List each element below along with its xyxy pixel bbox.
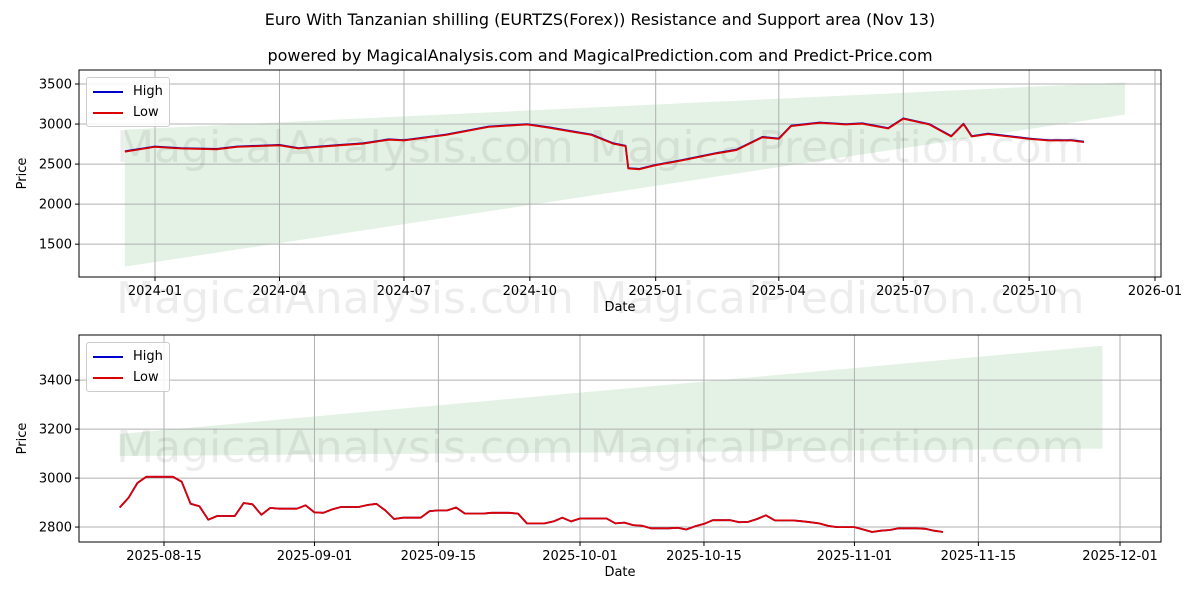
x-tick-label: 2025-07 xyxy=(876,284,930,299)
legend-line-icon-low xyxy=(93,376,123,379)
x-tick-label: 2025-09-01 xyxy=(277,549,353,564)
y-tick-label: 2000 xyxy=(39,198,72,213)
x-tick-label: 2025-11-15 xyxy=(941,549,1017,564)
legend-line-icon-high xyxy=(93,90,123,93)
chart-panel-bottom: 2800 3000 3200 3400 2025-08-15 2025-09-01 2025… xyxy=(15,334,1162,580)
chart-title: Euro With Tanzanian shilling (EURTZS(For… xyxy=(264,10,936,29)
x-tick-label: 2025-10-01 xyxy=(542,549,618,564)
x-tick-label: 2024-04 xyxy=(252,284,306,299)
series-line-low xyxy=(119,475,944,533)
x-tick-label: 2025-10 xyxy=(1002,284,1056,299)
legend-item-high: High xyxy=(93,81,163,102)
axes-frame xyxy=(78,69,1162,278)
watermark-text: MagicalPrediction.com xyxy=(590,422,1085,473)
x-tick-label: 2025-11-01 xyxy=(817,549,893,564)
legend-label-high: High xyxy=(133,84,163,99)
legend-line-icon-high xyxy=(93,355,123,358)
x-tick-label: 2025-09-15 xyxy=(401,549,477,564)
x-tick-label: 2025-12-01 xyxy=(1082,549,1158,564)
y-tick-label: 2800 xyxy=(39,521,72,536)
legend-label-high: High xyxy=(133,349,163,364)
x-tick-label: 2026-01 xyxy=(1128,284,1182,299)
x-axis-label: Date xyxy=(604,300,635,315)
series-line-low xyxy=(124,117,1085,171)
legend-label-low: Low xyxy=(133,105,159,120)
chart-subtitle: powered by MagicalAnalysis.com and Magic… xyxy=(267,46,933,65)
x-tick-label: 2025-10-15 xyxy=(666,549,742,564)
x-tick-label: 2024-07 xyxy=(377,284,431,299)
watermark-text: MagicalAnalysis.com xyxy=(116,273,574,324)
legend-bottom: High Low xyxy=(86,342,170,392)
y-tick-label: 3400 xyxy=(39,374,72,389)
x-tick-label: 2025-01 xyxy=(629,284,683,299)
x-tick-label: 2025-08-15 xyxy=(126,549,202,564)
legend-item-high: High xyxy=(93,346,163,367)
y-axis-label: Price xyxy=(15,423,30,455)
watermark-text: MagicalAnalysis.com xyxy=(116,422,574,473)
x-tick-label: 2024-01 xyxy=(128,284,182,299)
y-axis-label: Price xyxy=(15,158,30,190)
watermark-text: MagicalPrediction.com xyxy=(590,122,1085,173)
watermark-text: MagicalAnalysis.com xyxy=(116,122,574,173)
y-tick-label: 3200 xyxy=(39,423,72,438)
watermark-text: MagicalPrediction.com xyxy=(590,273,1085,324)
legend-item-low: Low xyxy=(93,367,163,388)
x-tick-label: 2025-04 xyxy=(752,284,806,299)
legend-item-low: Low xyxy=(93,102,163,123)
chart-panel-top: 1500 2000 2500 3000 3500 2024-01 2024-04 2024-0… xyxy=(15,69,1182,315)
legend-label-low: Low xyxy=(133,370,159,385)
x-axis-label: Date xyxy=(604,565,635,580)
support-resistance-band xyxy=(124,82,1125,267)
y-tick-label: 2500 xyxy=(39,158,72,173)
legend-line-icon-low xyxy=(93,111,123,114)
legend-top: High Low xyxy=(86,77,170,127)
y-tick-label: 1500 xyxy=(39,238,72,253)
support-resistance-band xyxy=(119,345,1103,457)
x-tick-label: 2024-10 xyxy=(503,284,557,299)
y-tick-label: 3000 xyxy=(39,472,72,487)
y-tick-label: 3500 xyxy=(39,78,72,93)
y-tick-label: 3000 xyxy=(39,118,72,133)
axes-frame xyxy=(78,334,1162,543)
